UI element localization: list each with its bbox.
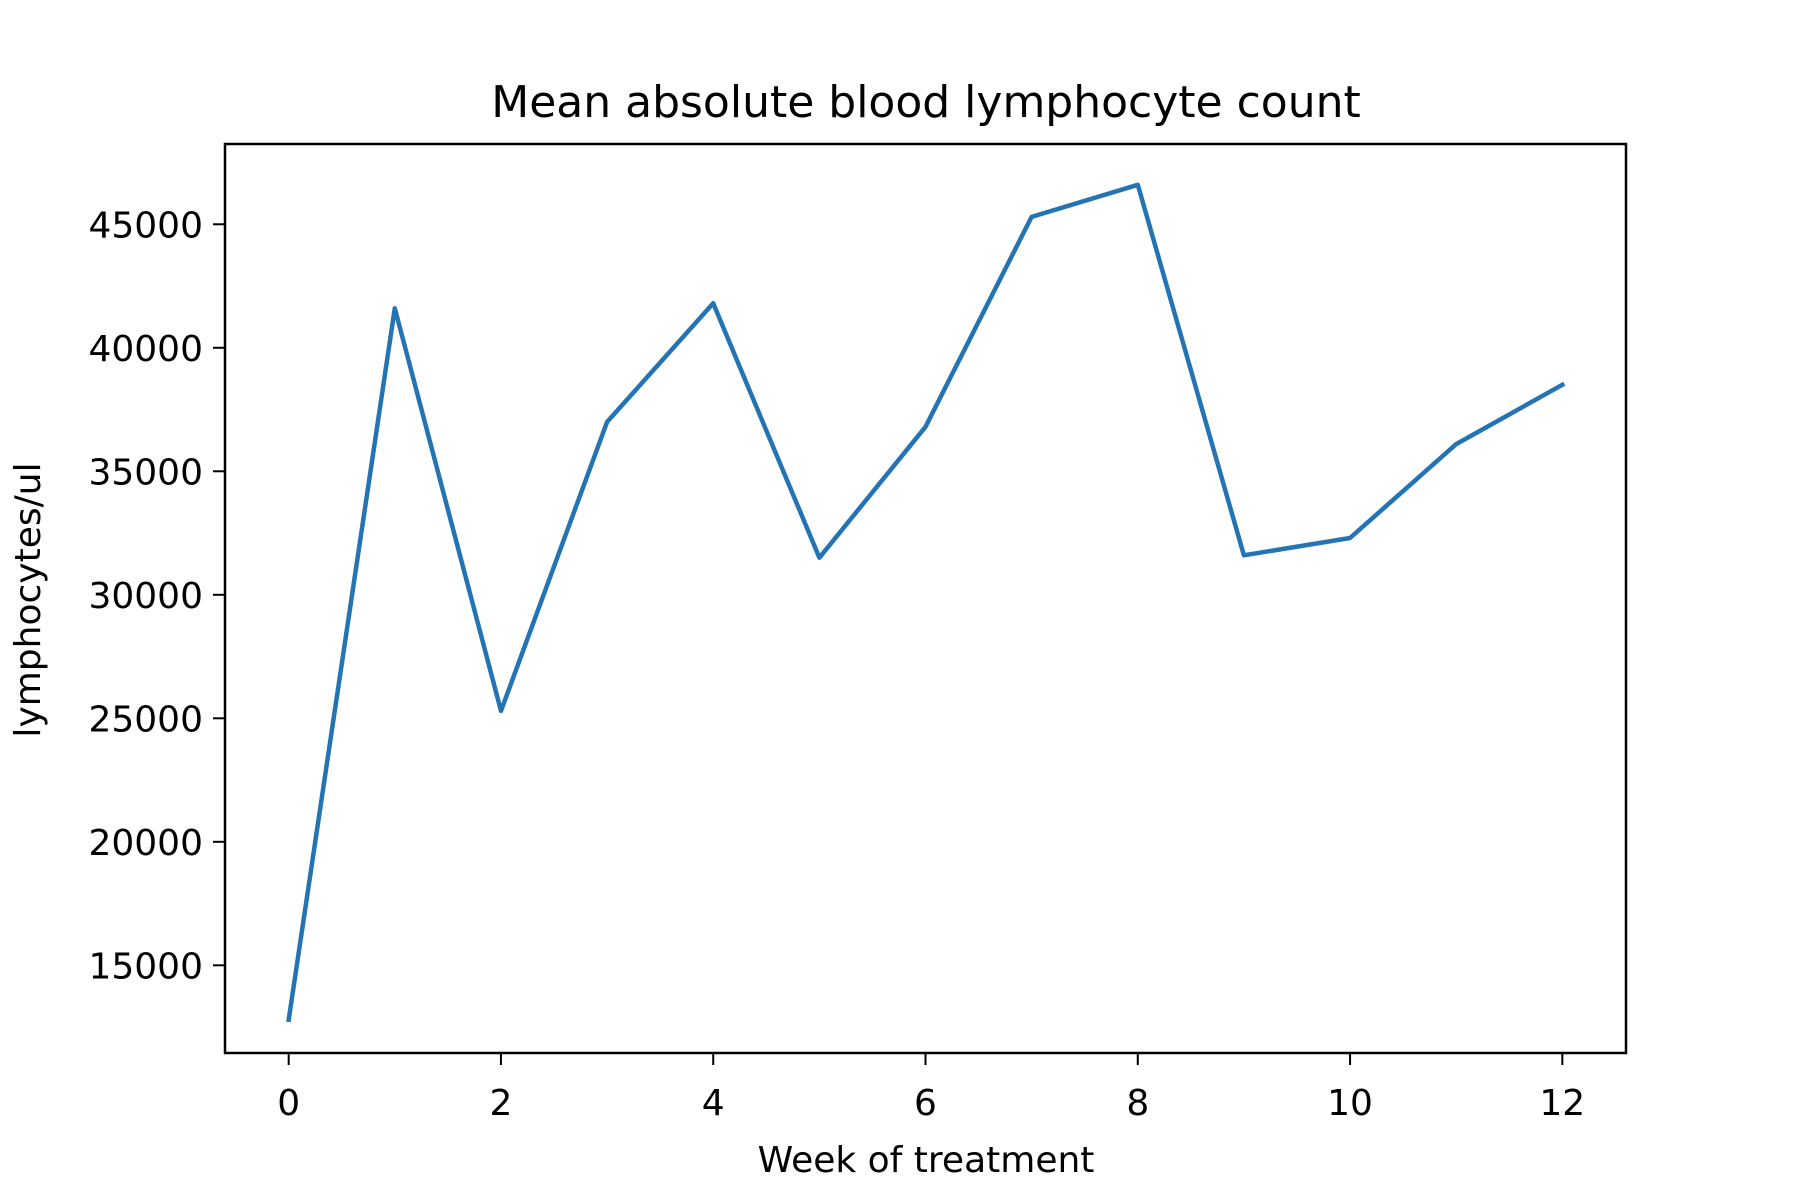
x-tick-label: 8 [1126,1083,1149,1124]
y-tick-label: 20000 [88,823,203,864]
y-tick-label: 40000 [88,329,203,370]
y-axis-label: lymphocytes/ul [8,462,49,737]
x-tick-label: 12 [1539,1083,1585,1124]
x-tick-label: 10 [1327,1083,1373,1124]
x-tick-label: 4 [702,1083,725,1124]
series-line [286,182,1566,1023]
plot-frame [223,142,1628,1055]
plot-area: 0 2 4 6 8 10 12 15000 20000 25000 30000 35000 40000… [88,142,1628,1124]
y-tick-label: 35000 [88,452,203,493]
x-tick-label: 0 [277,1083,300,1124]
y-tick-label: 45000 [88,205,203,246]
series-group [286,182,1566,1023]
x-axis: 0 2 4 6 8 10 12 [277,1053,1585,1124]
y-axis: 15000 20000 25000 30000 35000 40000 45000 [88,205,225,987]
x-axis-label: Week of treatment [758,1140,1095,1181]
y-tick-label: 15000 [88,946,203,987]
chart-title: Mean absolute blood lymphocyte count [491,77,1360,128]
x-tick-label: 6 [914,1083,937,1124]
y-tick-label: 30000 [88,576,203,617]
x-tick-label: 2 [490,1083,513,1124]
y-tick-label: 25000 [88,699,203,740]
